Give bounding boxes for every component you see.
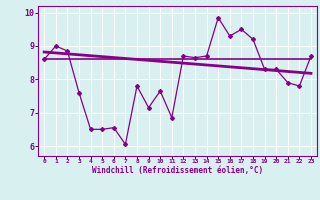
- X-axis label: Windchill (Refroidissement éolien,°C): Windchill (Refroidissement éolien,°C): [92, 166, 263, 175]
